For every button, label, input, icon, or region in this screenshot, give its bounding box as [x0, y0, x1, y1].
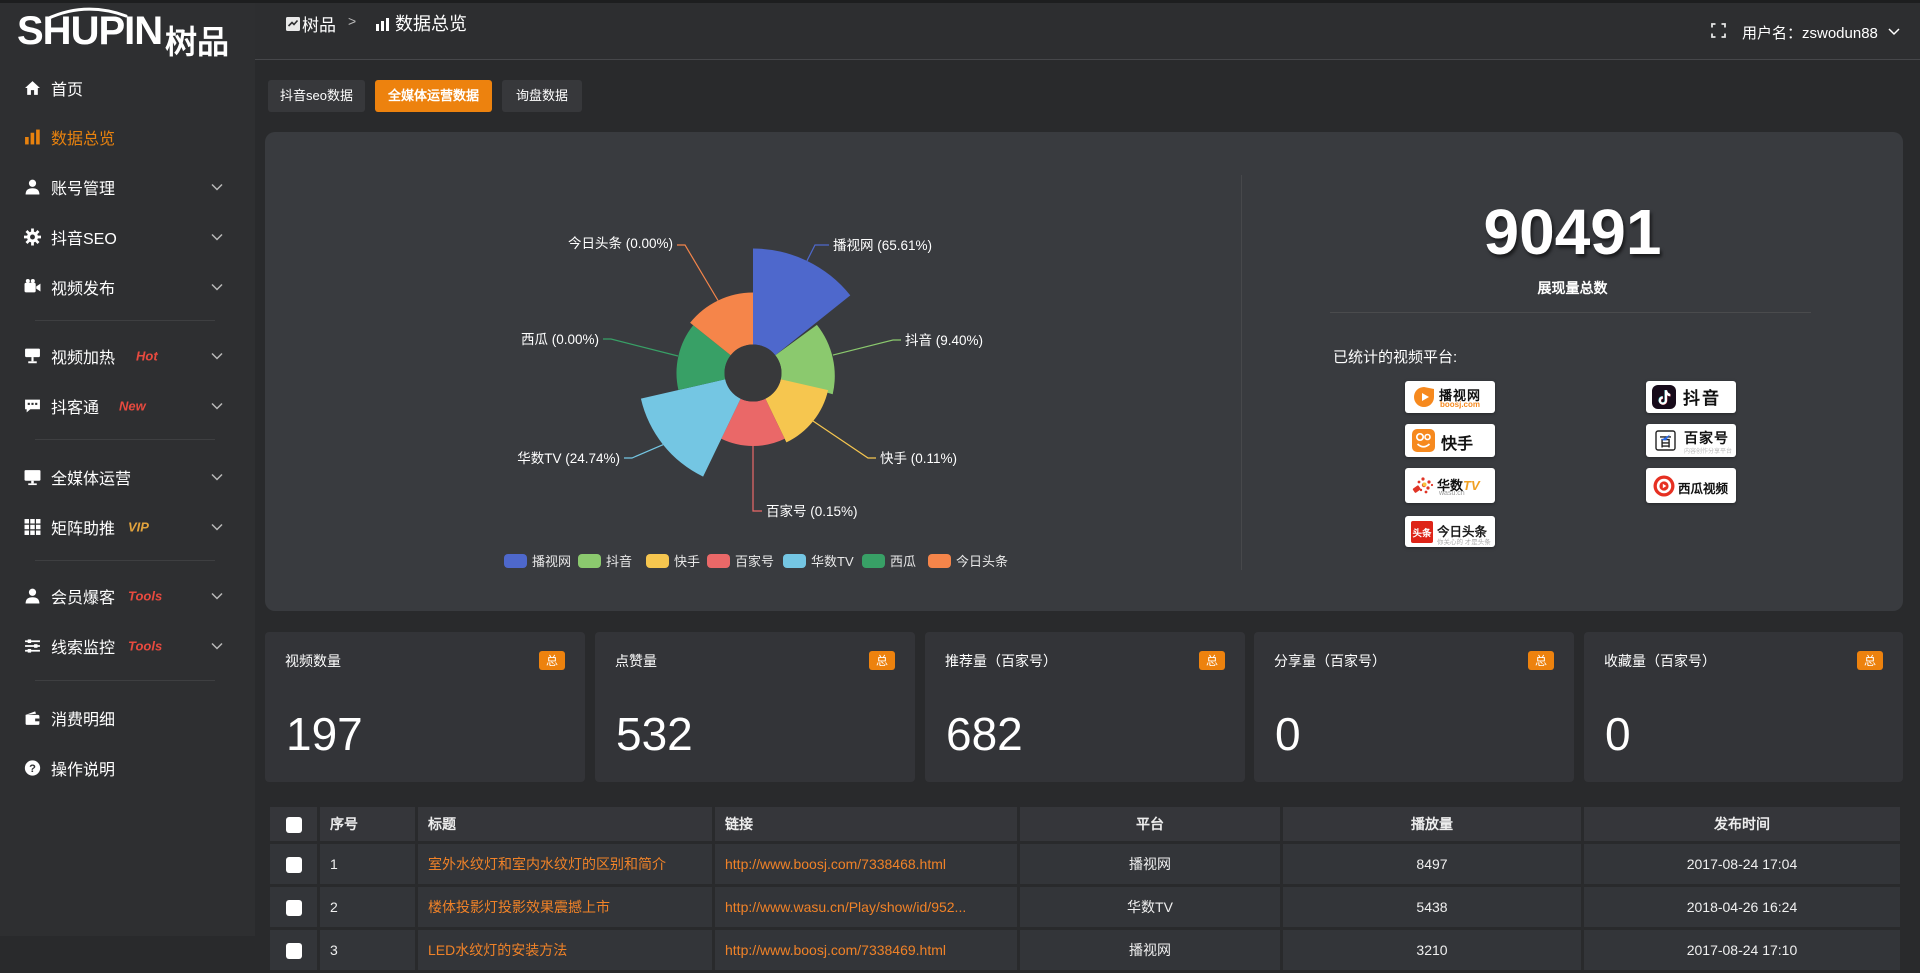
- svg-text:播视网: 播视网: [532, 554, 571, 569]
- svg-text:播视网 (65.61%): 播视网 (65.61%): [833, 238, 932, 253]
- svg-text:西瓜: 西瓜: [890, 554, 916, 569]
- svg-text:快手: 快手: [674, 554, 700, 569]
- svg-text:抖音 (9.40%): 抖音 (9.40%): [905, 332, 983, 348]
- svg-text:快手 (0.11%): 快手 (0.11%): [880, 451, 957, 466]
- svg-text:今日头条: 今日头条: [956, 554, 1008, 569]
- svg-text:华数TV (24.74%): 华数TV (24.74%): [517, 451, 620, 466]
- svg-text:今日头条 (0.00%): 今日头条 (0.00%): [568, 235, 673, 251]
- svg-text:百家号: 百家号: [735, 554, 774, 569]
- svg-text:百家号 (0.15%): 百家号 (0.15%): [766, 503, 858, 519]
- svg-text:西瓜 (0.00%): 西瓜 (0.00%): [521, 332, 599, 347]
- svg-text:华数TV: 华数TV: [811, 554, 854, 569]
- svg-text:头条: 头条: [1412, 528, 1432, 540]
- svg-text:抖音: 抖音: [606, 554, 632, 569]
- svg-text:?: ?: [29, 763, 36, 775]
- svg-text:百: 百: [1659, 435, 1671, 449]
